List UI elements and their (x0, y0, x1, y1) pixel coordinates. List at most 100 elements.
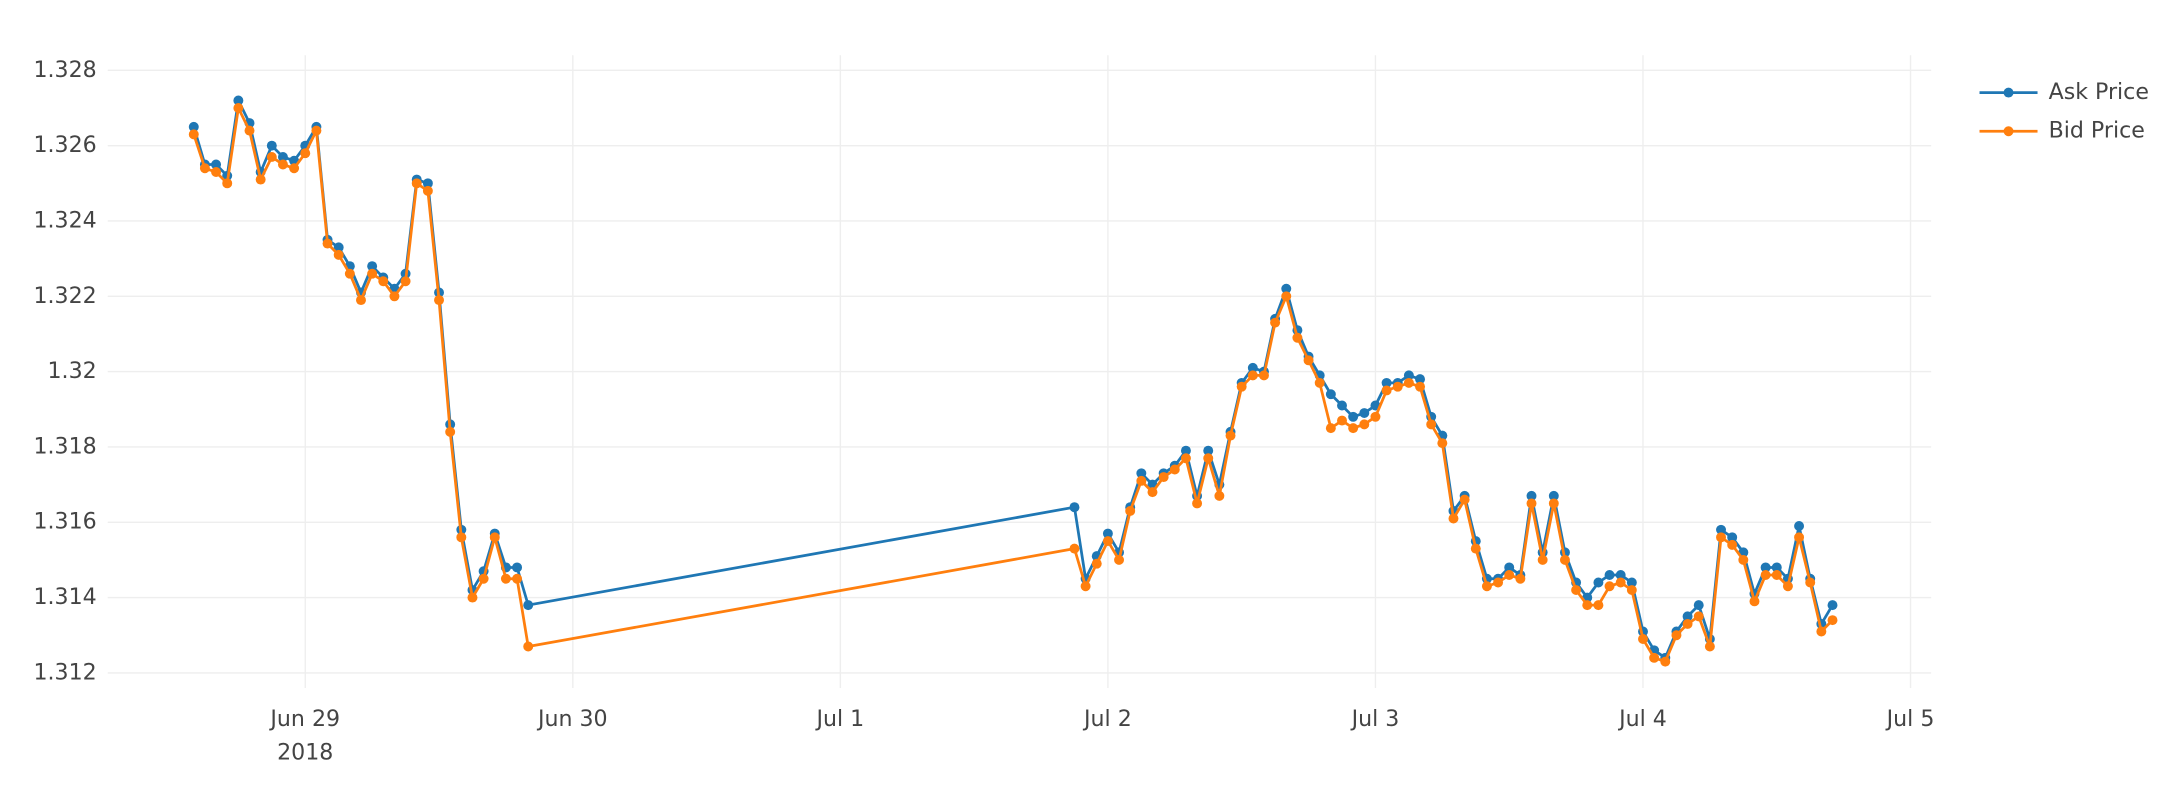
marker (1136, 468, 1147, 479)
marker (378, 276, 389, 287)
marker (1638, 634, 1648, 644)
marker (1337, 415, 1347, 426)
marker (1693, 600, 1704, 611)
marker (1693, 611, 1704, 622)
marker (1247, 362, 1258, 373)
marker (344, 268, 355, 279)
marker (333, 242, 344, 253)
marker (322, 238, 333, 249)
legend-marker (2003, 126, 2014, 137)
marker (400, 276, 411, 287)
marker (411, 178, 422, 189)
marker (434, 295, 444, 306)
marker (1548, 498, 1559, 509)
marker (1537, 554, 1548, 565)
y-tick-label: 1.314 (33, 584, 96, 610)
y-tick-label: 1.312 (33, 659, 96, 685)
marker (211, 167, 222, 177)
marker (211, 159, 222, 170)
marker (1437, 438, 1448, 449)
marker (1481, 581, 1492, 592)
x-tick-label: Jun 29 (268, 706, 340, 732)
y-tick-label: 1.324 (33, 207, 96, 233)
marker (1582, 600, 1593, 611)
marker (1548, 490, 1559, 501)
marker (1760, 570, 1771, 580)
marker (1649, 652, 1660, 663)
y-tick-label: 1.32 (47, 358, 96, 384)
marker (1348, 411, 1359, 422)
marker (422, 178, 433, 189)
marker (1448, 513, 1459, 524)
marker (244, 125, 255, 136)
marker (1091, 558, 1102, 569)
marker (1180, 453, 1191, 464)
marker (1515, 573, 1526, 584)
marker (277, 151, 288, 162)
marker (1604, 570, 1615, 580)
x-tick-label: Jul 3 (1350, 706, 1400, 732)
marker (1381, 385, 1392, 396)
marker (500, 573, 511, 584)
marker (1782, 581, 1793, 592)
marker (1760, 562, 1771, 573)
marker (1415, 374, 1426, 385)
marker (266, 151, 277, 162)
marker (1593, 577, 1604, 588)
marker (1682, 611, 1693, 622)
marker (422, 185, 433, 196)
marker (1526, 490, 1537, 501)
legend-marker (2003, 87, 2014, 98)
marker (1359, 408, 1370, 419)
marker (1526, 498, 1537, 509)
marker (1147, 487, 1158, 498)
marker (311, 125, 322, 136)
marker (1626, 577, 1637, 588)
marker (1158, 472, 1169, 483)
marker (1615, 577, 1626, 588)
marker (1816, 626, 1827, 637)
marker (1660, 656, 1671, 667)
legend-label: Ask Price (2049, 79, 2149, 105)
marker (1426, 419, 1437, 430)
marker (1727, 532, 1738, 543)
marker (188, 121, 199, 132)
marker (1403, 377, 1414, 388)
marker (1258, 370, 1269, 381)
marker (1203, 453, 1214, 464)
marker (277, 159, 288, 170)
marker (1504, 570, 1515, 580)
marker (1370, 411, 1381, 422)
marker (1281, 291, 1292, 302)
marker (1716, 524, 1727, 535)
marker (1180, 445, 1191, 456)
marker (1470, 543, 1481, 554)
x-tick-label: Jul 2 (1082, 706, 1132, 732)
marker (1192, 498, 1203, 509)
marker (1704, 641, 1715, 652)
marker (1716, 532, 1727, 543)
marker (523, 600, 534, 611)
y-tick-label: 1.318 (33, 433, 96, 459)
marker (233, 103, 244, 113)
line (192, 95, 1834, 660)
y-tick-label: 1.322 (33, 283, 96, 309)
marker (1136, 475, 1147, 486)
marker (1604, 581, 1615, 592)
marker (255, 174, 266, 185)
marker (1794, 532, 1805, 543)
marker (467, 592, 478, 603)
marker (1671, 630, 1682, 641)
x-tick-label: Jul 5 (1885, 706, 1935, 732)
marker (445, 426, 456, 437)
marker (1325, 389, 1336, 400)
marker (1236, 381, 1247, 392)
marker (1504, 562, 1515, 573)
marker (1615, 570, 1626, 580)
marker (1415, 381, 1426, 392)
y-tick-label: 1.316 (33, 509, 96, 535)
marker (1247, 370, 1258, 381)
marker (1069, 502, 1080, 513)
marker (1827, 615, 1838, 626)
